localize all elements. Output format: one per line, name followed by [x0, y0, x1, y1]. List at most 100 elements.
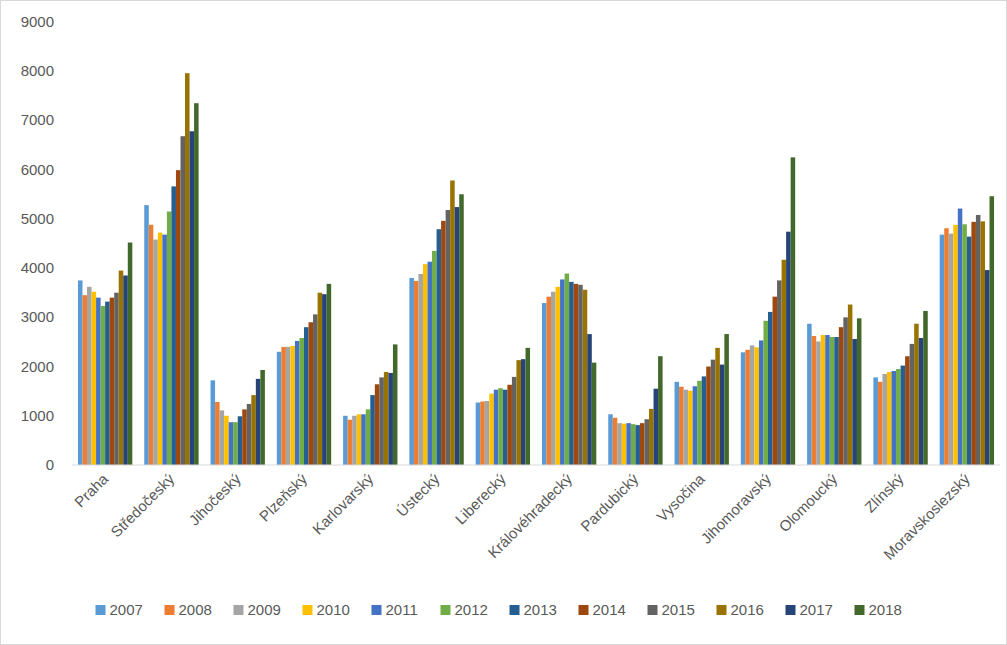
bar — [720, 365, 725, 465]
bar — [171, 186, 176, 465]
legend-label: 2013 — [524, 601, 557, 618]
x-tick-label: Liberecký — [452, 470, 510, 528]
bar — [92, 292, 97, 465]
bar — [578, 285, 583, 465]
bar — [693, 386, 698, 465]
y-tick-label: 6000 — [21, 161, 54, 178]
bar — [153, 240, 158, 465]
bar — [521, 359, 526, 465]
x-axis — [72, 465, 1000, 466]
bar — [149, 225, 154, 465]
bar — [366, 409, 371, 465]
bar — [658, 356, 663, 465]
x-tick-label: Ústecký — [393, 470, 443, 520]
bar — [432, 251, 437, 465]
bar — [782, 260, 787, 465]
bar — [277, 352, 282, 465]
tick-mark — [69, 415, 72, 416]
legend-label: 2016 — [731, 601, 764, 618]
y-tick-label: 8000 — [21, 62, 54, 79]
bar — [176, 170, 181, 465]
chart-border — [1, 1, 1007, 645]
bar — [949, 234, 954, 465]
bar — [190, 131, 195, 465]
x-tick-label: Olomoucký — [775, 470, 840, 535]
bar — [128, 243, 133, 465]
bar — [229, 422, 234, 465]
bar — [644, 419, 649, 465]
y-tick-label: 0 — [46, 456, 54, 473]
tick-mark — [69, 169, 72, 170]
bar — [905, 356, 910, 465]
legend-swatch — [579, 605, 589, 615]
legend-swatch — [234, 605, 244, 615]
bar — [990, 196, 995, 465]
bar — [940, 235, 945, 465]
legend-swatch — [96, 605, 106, 615]
bar — [388, 373, 393, 465]
legend-swatch — [510, 605, 520, 615]
bar — [101, 306, 106, 465]
bar — [441, 221, 446, 465]
bar — [313, 314, 318, 465]
bar — [384, 372, 389, 465]
bar — [370, 395, 375, 465]
bar — [980, 221, 985, 465]
tick-mark — [69, 22, 72, 23]
y-tick-label: 4000 — [21, 259, 54, 276]
bar — [318, 293, 323, 465]
y-tick-label: 5000 — [21, 210, 54, 227]
bar — [830, 337, 835, 465]
bar — [583, 290, 588, 465]
bar — [512, 377, 517, 465]
bar — [286, 347, 291, 465]
bar — [724, 334, 729, 465]
legend-label: 2009 — [248, 601, 281, 618]
bar — [185, 73, 190, 465]
bar — [459, 194, 464, 465]
bar — [608, 414, 613, 465]
bar — [878, 382, 883, 465]
bar — [791, 157, 796, 465]
legend-label: 2018 — [869, 601, 902, 618]
bar — [702, 376, 707, 465]
bar — [901, 366, 906, 465]
legend-swatch — [303, 605, 313, 615]
bar — [944, 228, 949, 465]
bar — [763, 321, 768, 465]
bar — [247, 404, 252, 465]
bar — [123, 275, 128, 465]
bar — [821, 335, 826, 465]
bar — [852, 339, 857, 465]
legend-label: 2011 — [386, 601, 418, 618]
legend-label: 2015 — [662, 601, 695, 618]
bar — [455, 207, 460, 465]
x-tick-label: Karlovarský — [309, 470, 377, 538]
x-tick-label: Moravskoslezský — [880, 470, 973, 563]
bar — [503, 390, 508, 465]
bar — [87, 287, 92, 465]
bar — [322, 294, 327, 465]
bar — [224, 416, 229, 465]
bar — [96, 298, 101, 465]
legend-swatch — [165, 605, 175, 615]
bar — [574, 284, 579, 465]
bar — [414, 281, 419, 465]
bar — [768, 312, 773, 465]
bar — [807, 324, 812, 465]
bar — [251, 395, 256, 465]
bar — [786, 232, 791, 465]
bar — [923, 311, 928, 465]
bar — [375, 384, 380, 465]
legend-swatch — [441, 605, 451, 615]
bar — [887, 372, 892, 465]
bar — [617, 423, 622, 465]
tick-mark — [69, 218, 72, 219]
bar — [565, 274, 570, 465]
bar — [352, 416, 357, 465]
bar — [110, 298, 115, 465]
bar — [622, 424, 627, 465]
bar — [857, 318, 862, 465]
bar — [393, 344, 398, 465]
bar — [476, 402, 481, 465]
